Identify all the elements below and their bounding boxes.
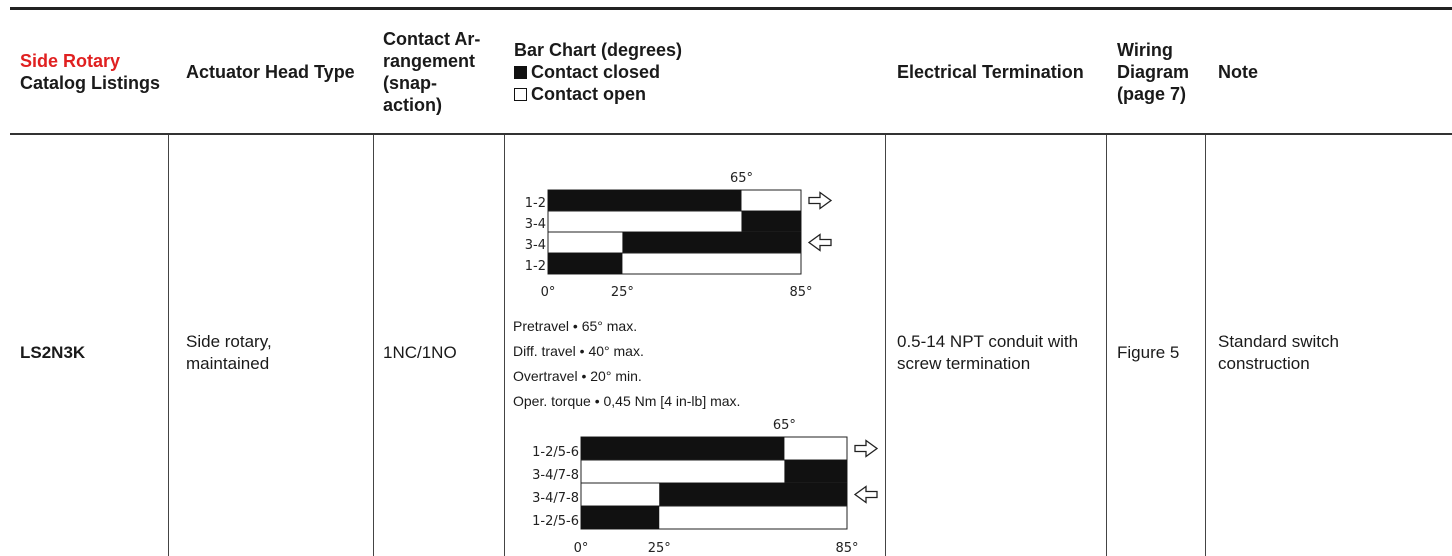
chart-top-label: 65° bbox=[773, 418, 796, 433]
chart-row-label: 1-2 bbox=[525, 196, 546, 211]
chart-row-label: 3-4/7-8 bbox=[532, 491, 579, 506]
chart-axis-label: 85° bbox=[835, 541, 858, 556]
chart-top-label: 65° bbox=[730, 171, 753, 186]
actuator-head-type: Side rotary, maintained bbox=[186, 332, 272, 373]
header-actuator-head-type: Actuator Head Type bbox=[186, 61, 355, 82]
chart-bar-closed bbox=[548, 190, 742, 211]
header-catalog-red: Side Rotary bbox=[20, 50, 121, 71]
chart-bar-closed bbox=[741, 211, 801, 232]
header-catalog-label: Catalog Listings bbox=[20, 72, 161, 93]
spec-overtravel: Overtravel • 20° min. bbox=[513, 368, 642, 384]
spec-pretravel: Pretravel • 65° max. bbox=[513, 318, 638, 334]
header-rule bbox=[10, 133, 1452, 135]
chart-row-label: 1-2/5-6 bbox=[532, 445, 579, 460]
header-bar-title: Bar Chart (degrees) bbox=[514, 39, 683, 60]
chart-row-label: 1-2 bbox=[525, 259, 546, 274]
spec-diff-travel: Diff. travel • 40° max. bbox=[513, 343, 644, 359]
legend-closed: Contact closed bbox=[514, 61, 682, 83]
chart-axis-label: 0° bbox=[574, 541, 589, 556]
filled-square-icon bbox=[514, 65, 527, 79]
chart-axis-label: 0° bbox=[541, 285, 556, 300]
chart-row-label: 3-4 bbox=[525, 217, 546, 232]
chart-row-label: 1-2/5-6 bbox=[532, 514, 579, 529]
wiring-diagram: Figure 5 bbox=[1117, 343, 1180, 362]
empty-square-icon bbox=[514, 87, 527, 101]
header-electrical-termination: Electrical Termination bbox=[897, 61, 1084, 82]
chart-bar-closed bbox=[548, 253, 623, 274]
column-divider bbox=[168, 135, 169, 556]
header-wiring-diagram: Wiring Diagram (page 7) bbox=[1117, 39, 1190, 104]
column-divider bbox=[1106, 135, 1107, 556]
header-contact-arrangement: Contact Ar-rangement (snap-action) bbox=[383, 28, 481, 115]
spec-oper-torque: Oper. torque • 0,45 Nm [4 in-lb] max. bbox=[513, 393, 741, 409]
column-divider bbox=[885, 135, 886, 556]
note: Standard switch construction bbox=[1218, 332, 1339, 373]
chart-bar-closed bbox=[659, 483, 847, 506]
header-bar-chart: Bar Chart (degrees) Contact closed Conta… bbox=[514, 10, 874, 133]
table-top-rule bbox=[10, 7, 1452, 10]
chart-row-label: 3-4/7-8 bbox=[532, 468, 579, 483]
header-note: Note bbox=[1218, 61, 1258, 82]
chart-bar-closed bbox=[784, 460, 847, 483]
catalog-listing: LS2N3K bbox=[20, 343, 86, 362]
column-divider bbox=[504, 135, 505, 556]
arrow-left-icon bbox=[807, 233, 832, 252]
arrow-right-icon bbox=[808, 191, 833, 210]
column-divider bbox=[373, 135, 374, 556]
chart-bar-closed bbox=[581, 506, 660, 529]
bar-chart-2: 65° 1-2/5-6 3-4/7-8 3-4/7-8 1-2/5-6 0° 25° 85° bbox=[532, 418, 879, 556]
header-catalog-listings: Side Rotary Catalog Listings bbox=[20, 10, 160, 133]
chart-axis-label: 25° bbox=[648, 541, 671, 556]
arrow-left-icon bbox=[853, 485, 878, 504]
arrow-right-icon bbox=[854, 439, 879, 458]
column-divider bbox=[1205, 135, 1206, 556]
chart-bar-closed bbox=[581, 437, 785, 460]
chart-axis-label: 85° bbox=[789, 285, 812, 300]
electrical-termination: 0.5-14 NPT conduit with screw terminatio… bbox=[897, 332, 1079, 373]
contact-arrangement: 1NC/1NO bbox=[383, 343, 457, 362]
bar-chart-1: 65° 1-2 3-4 3-4 1-2 0° 25° 85° bbox=[525, 171, 833, 300]
legend-open: Contact open bbox=[514, 83, 682, 105]
chart-row-label: 3-4 bbox=[525, 238, 546, 253]
chart-bar-closed bbox=[622, 232, 801, 253]
chart-axis-label: 25° bbox=[611, 285, 634, 300]
